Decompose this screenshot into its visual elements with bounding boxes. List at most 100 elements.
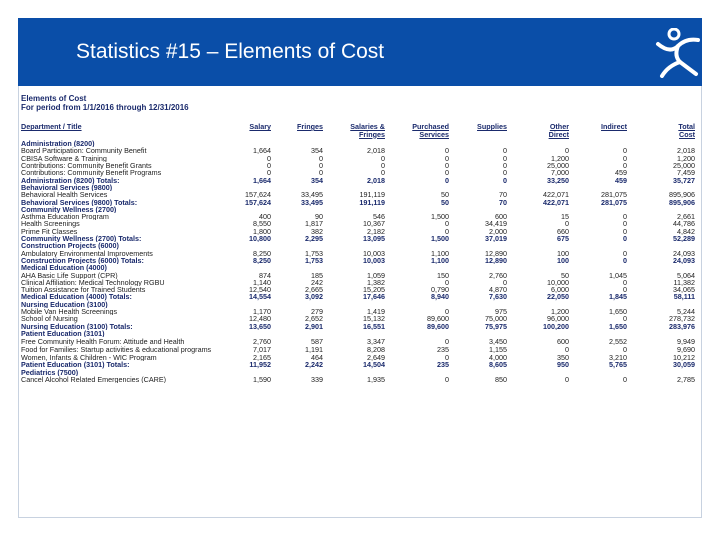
cell-value: 25,000 — [673, 162, 695, 170]
cell-value: 34,419 — [485, 220, 507, 228]
table-row: Behavioral Health Services 157,624 33,495 1… — [21, 191, 697, 198]
cell-value: 2,000 — [489, 227, 507, 236]
cell-value: 13,650 — [249, 322, 271, 330]
cell-value: 0 — [623, 286, 627, 294]
cell-value: 546 — [373, 213, 385, 221]
cell-value: 1,753 — [305, 249, 323, 257]
cell-value: 52,289 — [673, 235, 695, 243]
cell-value: 281,075 — [601, 191, 627, 199]
cell-value: 157,624 — [245, 198, 271, 206]
cell-value: 895,906 — [669, 198, 695, 206]
cell-value: 1,650 — [609, 308, 627, 316]
table-header-row: Department / Title Salary Fringes Salaries … — [21, 123, 697, 140]
total-row: Medical Education (4000) Totals: 14,554 3,… — [21, 293, 697, 300]
column-header: Purchased Services — [387, 123, 451, 140]
cell-value: 350 — [557, 353, 569, 362]
cell-value: 5,765 — [609, 361, 627, 369]
cell-value: 0 — [503, 154, 507, 163]
row-title: Administration (8200) Totals: — [21, 176, 120, 184]
cell-value: 0 — [503, 169, 507, 177]
cell-value: 22,050 — [547, 293, 569, 301]
cell-value: 281,075 — [601, 198, 627, 206]
section-title: Administration (8200) — [21, 140, 95, 148]
cell-value: 0 — [319, 169, 323, 177]
cell-value: 0 — [623, 315, 627, 323]
cell-value: 660 — [557, 227, 569, 236]
row-title: Patient Education (3101) Totals: — [21, 361, 130, 369]
cell-value: 7,630 — [489, 293, 507, 301]
cell-value: 1,140 — [253, 278, 271, 287]
cell-value: 1,419 — [367, 308, 385, 316]
cell-value: 0 — [623, 227, 627, 236]
table-row: Women, Infants & Children - WIC Program 2… — [21, 354, 697, 361]
section-row: Patient Education (3101) — [21, 330, 697, 337]
table-row: Asthma Education Program 400 90 546 1,500 600… — [21, 213, 697, 220]
cell-value: 3,092 — [305, 293, 323, 301]
cell-value: 675 — [557, 235, 569, 243]
cell-value: 7,017 — [253, 345, 271, 354]
cell-value: 33,250 — [547, 176, 569, 184]
cell-value: 0 — [623, 278, 627, 287]
cell-value: 1,800 — [253, 227, 271, 236]
cell-value: 1,200 — [551, 154, 569, 163]
column-header: Fringes — [273, 123, 325, 140]
slide-header: Statistics #15 – Elements of Cost — [18, 18, 702, 86]
cell-value: 354 — [311, 147, 323, 155]
stick-figure-logo-icon — [656, 28, 700, 78]
cell-value: 0 — [445, 162, 449, 170]
table-row: Mobile Van Health Screenings 1,170 279 1,41… — [21, 308, 697, 315]
cell-value: 24,093 — [673, 256, 695, 265]
cell-value: 50 — [441, 191, 449, 199]
cell-value: 0 — [565, 147, 569, 155]
cell-value: 44,786 — [673, 220, 695, 228]
cell-value: 0 — [267, 169, 271, 177]
cell-value: 1,817 — [305, 220, 323, 228]
cell-value: 11,382 — [673, 278, 695, 287]
cell-value: 422,071 — [543, 191, 569, 199]
cell-value: 14,554 — [249, 293, 271, 301]
table-row: Cancel Alcohol Related Emergencies (CARE… — [21, 376, 697, 383]
cell-value: 600 — [557, 337, 569, 346]
cell-value: 70 — [499, 198, 507, 206]
column-header-line2: Services — [419, 129, 449, 139]
cell-value: 12,890 — [485, 256, 507, 265]
cell-value: 8,550 — [253, 220, 271, 228]
row-title: Prime Fit Classes — [21, 227, 78, 236]
cell-value: 0 — [445, 169, 449, 177]
column-header-line1: Total — [678, 122, 695, 131]
cell-value: 7,000 — [551, 169, 569, 177]
row-title: Asthma Education Program — [21, 213, 109, 221]
cell-value: 2,242 — [305, 361, 323, 369]
cell-value: 17,646 — [363, 293, 385, 301]
cell-value: 3,347 — [367, 337, 385, 346]
cell-value: 157,624 — [245, 191, 271, 199]
cell-value: 1,382 — [367, 278, 385, 287]
section-row: Behavioral Services (9800) — [21, 184, 697, 191]
cell-value: 0 — [445, 154, 449, 163]
cell-value: 1,100 — [431, 256, 449, 265]
cell-value: 950 — [557, 361, 569, 369]
row-title: Ambulatory Environmental Improvements — [21, 249, 153, 257]
cell-value: 0 — [623, 162, 627, 170]
cell-value: 8,250 — [253, 256, 271, 265]
cell-value: 0 — [445, 220, 449, 228]
cell-value: 15,132 — [363, 315, 385, 323]
cell-value: 2,552 — [609, 337, 627, 346]
cell-value: 2,661 — [677, 213, 695, 221]
cell-value: 5,064 — [677, 271, 695, 279]
cell-value: 10,367 — [363, 220, 385, 228]
cell-value: 0 — [565, 345, 569, 354]
section-row: Nursing Education (3100) — [21, 301, 697, 308]
cell-value: 2,652 — [305, 315, 323, 323]
cell-value: 2,018 — [367, 176, 385, 184]
cost-report: Elements of Cost For period from 1/1/201… — [21, 94, 697, 383]
row-title: AHA Basic Life Support (CPR) — [21, 271, 118, 279]
cell-value: 0 — [319, 162, 323, 170]
cell-value: 2,901 — [305, 322, 323, 330]
cell-value: 600 — [495, 213, 507, 221]
row-title: Nursing Education (3100) Totals: — [21, 322, 133, 330]
cell-value: 874 — [259, 271, 271, 279]
cell-value: 100 — [557, 249, 569, 257]
cell-value: 1,500 — [431, 213, 449, 221]
cell-value: 3,210 — [609, 353, 627, 362]
